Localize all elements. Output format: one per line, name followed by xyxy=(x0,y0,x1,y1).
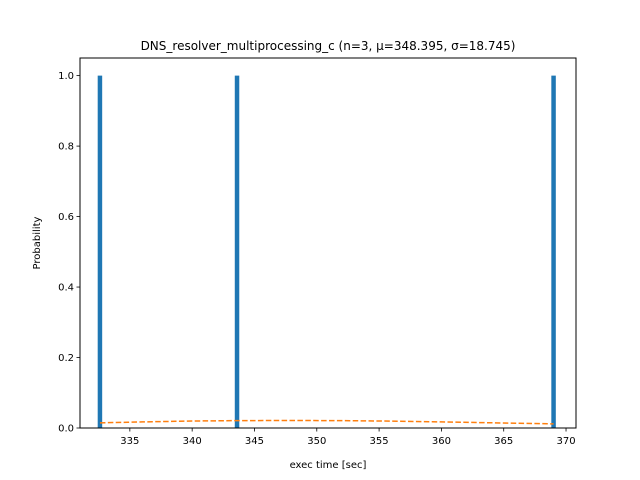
x-tick-label: 335 xyxy=(120,436,139,447)
x-axis-label: exec time [sec] xyxy=(290,460,367,471)
y-tick-label: 0.4 xyxy=(58,283,74,294)
y-axis-ticks: 0.0 0.2 0.4 0.6 0.8 1.0 xyxy=(58,71,80,435)
y-tick-label: 0.6 xyxy=(58,212,74,223)
y-axis-label: Probability xyxy=(32,216,43,269)
x-tick-label: 365 xyxy=(494,436,513,447)
bars-layer xyxy=(97,75,556,428)
y-tick-label: 1.0 xyxy=(58,71,74,82)
x-tick-label: 345 xyxy=(245,436,264,447)
x-tick-label: 360 xyxy=(432,436,451,447)
histogram-bar xyxy=(97,75,103,428)
y-tick-label: 0.0 xyxy=(58,424,74,435)
x-tick-label: 340 xyxy=(183,436,202,447)
histogram-bar xyxy=(551,75,556,428)
x-tick-label: 370 xyxy=(556,436,575,447)
y-tick-label: 0.8 xyxy=(58,142,74,153)
normal-fit-line xyxy=(99,419,554,425)
plot-frame xyxy=(79,57,577,429)
x-tick-label: 350 xyxy=(307,436,326,447)
x-axis-ticks: 335 340 345 350 355 360 365 370 xyxy=(120,428,576,447)
x-tick-label: 355 xyxy=(370,436,389,447)
fit-line-layer xyxy=(99,419,554,425)
y-tick-label: 0.2 xyxy=(58,353,74,364)
chart-title: DNS_resolver_multiprocessing_c (n=3, μ=3… xyxy=(141,39,516,53)
histogram-bar xyxy=(234,75,240,428)
